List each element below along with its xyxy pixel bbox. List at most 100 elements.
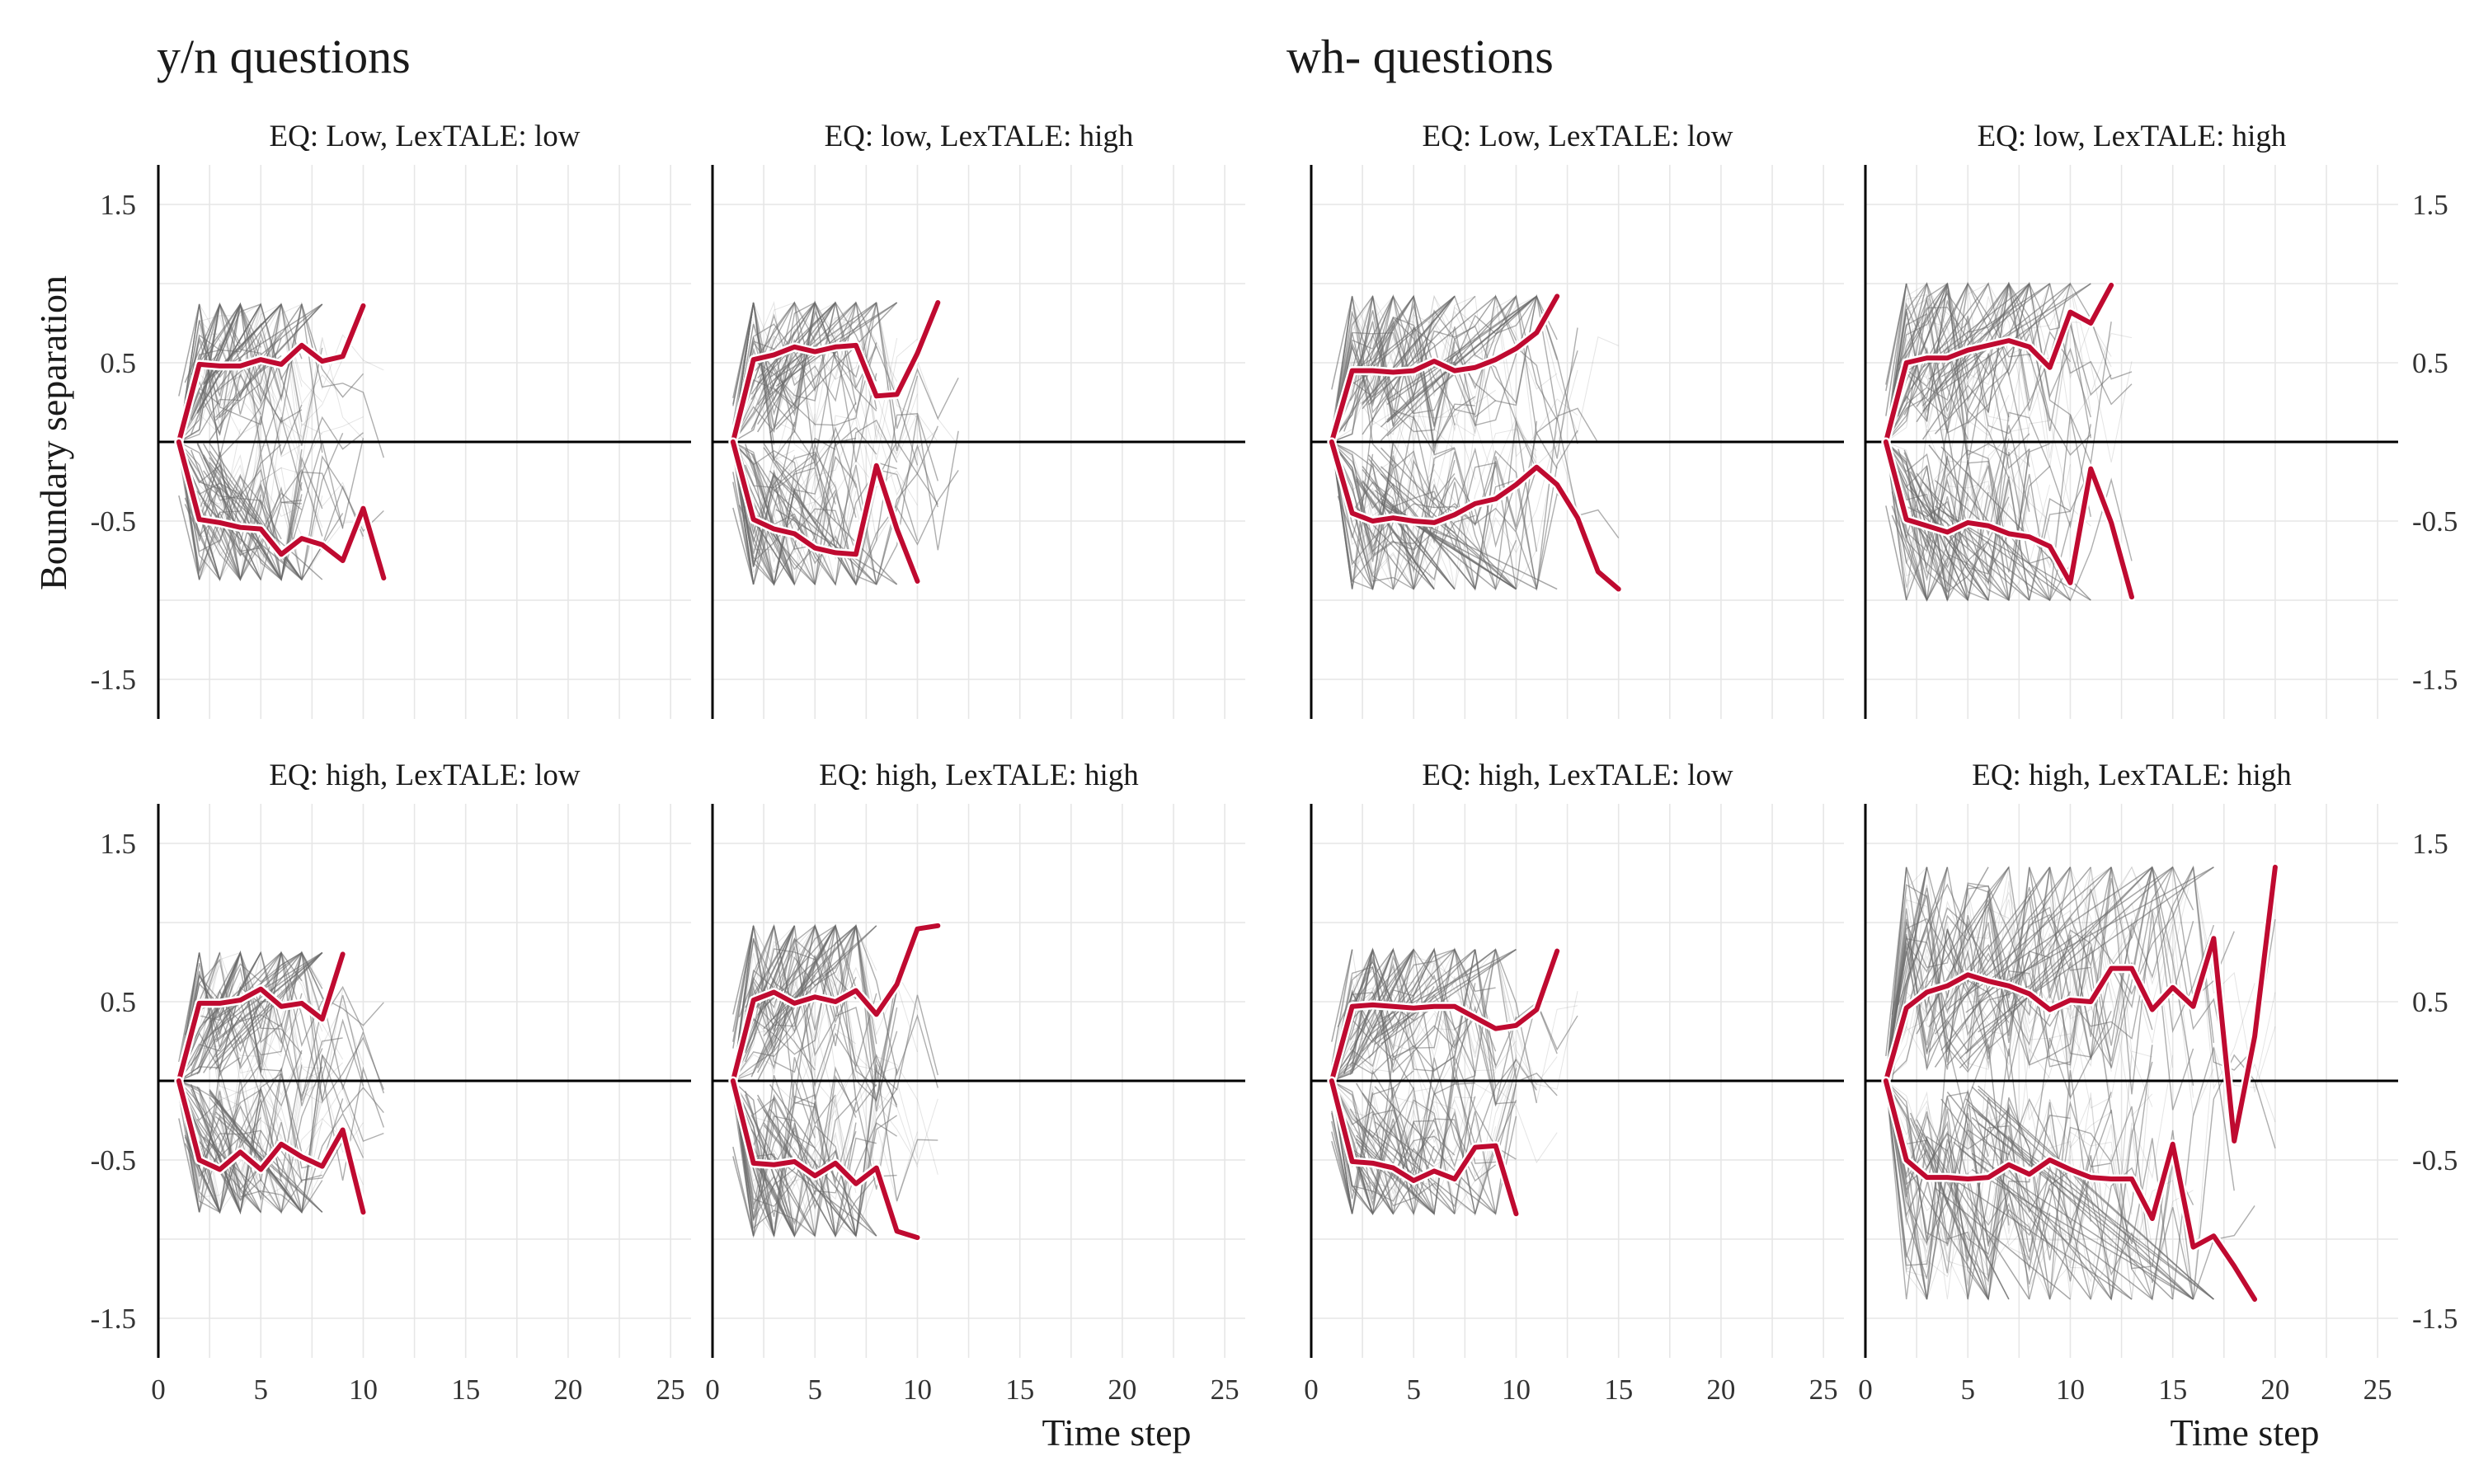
trace-line — [757, 302, 836, 406]
trace-line — [732, 1074, 877, 1237]
trace-line — [1331, 416, 1558, 589]
trace-line — [732, 1146, 755, 1237]
trace-line — [1910, 283, 1989, 390]
trace-line — [1331, 947, 1517, 1105]
trace-line — [1940, 1098, 2091, 1300]
lower-boundary-line — [1329, 439, 1621, 592]
x-tick-label: 15 — [1005, 1374, 1034, 1406]
panel-strip-label: EQ: low, LexTALE: high — [825, 120, 1134, 153]
trace-line — [178, 303, 323, 464]
trace-line — [763, 925, 857, 1030]
trace-line — [1885, 409, 2010, 602]
trace-line — [775, 460, 898, 585]
trace-line — [178, 952, 241, 1082]
panel-2: EQ: low, LexTALE: high — [711, 120, 1245, 719]
trace-line — [1885, 1080, 2153, 1300]
trace-line — [732, 1055, 938, 1237]
trace-line — [769, 470, 877, 585]
trace-line — [178, 451, 200, 580]
trace-line — [1349, 949, 1414, 1040]
trace-line — [1362, 481, 1456, 590]
trace-line — [1909, 1117, 1989, 1300]
trace-line — [1331, 1056, 1517, 1214]
trace-line — [763, 1122, 857, 1237]
trace-line — [1374, 295, 1497, 397]
trace-line — [1928, 866, 2051, 1027]
trace-line — [1903, 283, 1968, 416]
trace-line — [1916, 866, 2010, 1002]
trace-line — [1343, 296, 1395, 432]
trace-line — [1885, 1055, 2133, 1300]
trace-line — [732, 1080, 795, 1237]
trace-line — [190, 449, 242, 580]
trace-line — [1885, 1080, 1948, 1300]
trace-line — [732, 924, 795, 1082]
trace-line — [1343, 949, 1395, 1074]
trace-line — [1885, 281, 2030, 443]
trace-line — [763, 925, 857, 1037]
trace-line — [1885, 281, 2091, 456]
trace-lines — [1885, 865, 2276, 1301]
trace-line — [1978, 866, 2214, 998]
trace-line — [1916, 866, 2010, 1035]
trace-line — [1331, 1067, 1517, 1215]
trace-line — [1940, 283, 2091, 392]
trace-line — [1885, 866, 2072, 1082]
trace-line — [1331, 949, 1353, 1066]
trace-line — [196, 443, 261, 580]
trace-line — [209, 952, 303, 1070]
trace-line — [732, 302, 918, 461]
y-tick-label: 1.5 — [2412, 828, 2448, 860]
lower-boundary-line — [176, 1078, 366, 1215]
trace-line — [1356, 1142, 1435, 1214]
trace-line — [732, 923, 836, 1087]
trace-line — [1331, 947, 1476, 1084]
trace-line — [178, 1080, 282, 1214]
x-tick-label: 25 — [1809, 1374, 1838, 1406]
trace-line — [178, 1080, 344, 1214]
trace-line — [1380, 949, 1517, 1036]
trace-line — [1331, 949, 1394, 1082]
trace-line — [1349, 295, 1414, 402]
trace-line — [769, 302, 877, 434]
trace-line — [1885, 1080, 1989, 1300]
trace-line — [1910, 866, 1989, 1006]
x-tick-label: 5 — [1960, 1374, 1975, 1406]
trace-line — [1885, 1080, 2010, 1300]
trace-line — [1368, 949, 1476, 1037]
trace-line — [1331, 295, 1456, 453]
trace-line — [1885, 1054, 2276, 1300]
trace-line — [1922, 283, 2030, 369]
trace-line — [209, 443, 303, 580]
trace-line — [1356, 1134, 1435, 1214]
trace-line — [745, 444, 796, 585]
x-tick-label: 25 — [2363, 1374, 2392, 1406]
trace-line — [750, 302, 816, 376]
trace-line — [1885, 283, 2010, 472]
trace-line — [1885, 1045, 2153, 1300]
trace-line — [1885, 1080, 2071, 1301]
trace-line — [1903, 283, 1968, 402]
trace-line — [209, 450, 303, 580]
trace-line — [1331, 296, 1537, 466]
trace-line — [1953, 1178, 2133, 1300]
trace-line — [1885, 441, 2072, 602]
trace-line — [1331, 947, 1537, 1104]
trace-line — [732, 302, 755, 398]
upper-boundary-line — [730, 300, 941, 444]
trace-line — [732, 428, 938, 586]
trace-lines — [1885, 281, 2133, 603]
trace-line — [1928, 866, 2051, 1053]
trace-line — [750, 1115, 816, 1237]
trace-line — [732, 1064, 938, 1238]
trace-line — [732, 1093, 755, 1237]
lower-boundary-line — [730, 439, 920, 584]
trace-line — [769, 925, 877, 1022]
trace-line — [178, 952, 343, 1106]
trace-line — [1965, 866, 2174, 1054]
trace-line — [732, 302, 877, 443]
lower-boundary-line — [730, 1078, 920, 1241]
x-tick-label: 20 — [1706, 1374, 1735, 1406]
y-tick-label: -0.5 — [91, 505, 136, 538]
trace-line — [1331, 296, 1456, 443]
